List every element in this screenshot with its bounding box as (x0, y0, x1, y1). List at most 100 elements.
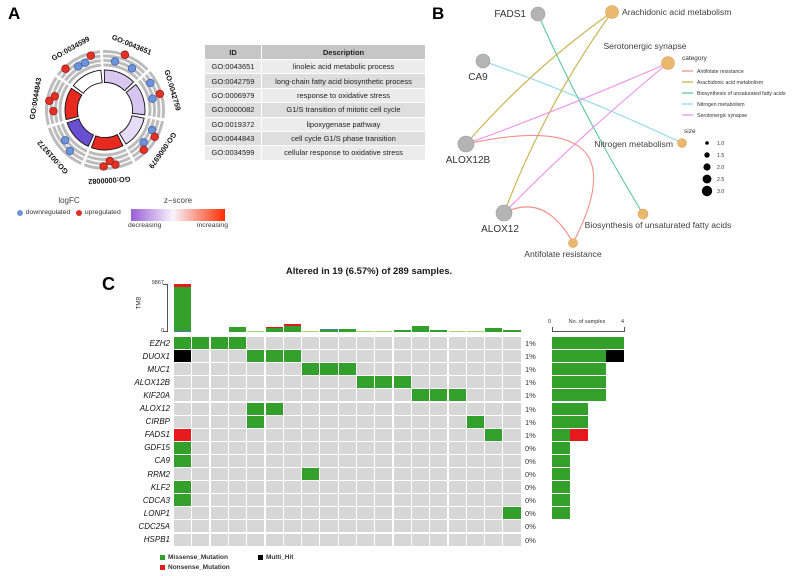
oncoprint-cell (320, 337, 338, 349)
gene-logfc-dot-red (49, 106, 58, 116)
oncoprint-cell (283, 441, 301, 454)
oncoprint-cell (357, 533, 375, 546)
oncoprint-cell (174, 402, 192, 415)
gene-label: CDCA3 (142, 495, 170, 505)
oncoprint-cell (192, 494, 210, 507)
go-table-header: Description (260, 44, 427, 60)
oncoprint-cell (192, 389, 210, 402)
samples-axis-line (552, 331, 625, 332)
oncoprint-cell (375, 441, 393, 454)
oncoprint-cell (174, 337, 192, 349)
gene-node-label: ALOX12B (446, 155, 491, 166)
tmb-bar-segment (283, 325, 301, 332)
logfc-legend: logFC downregulated upregulated (10, 196, 128, 216)
tmb-bar-segment (174, 287, 192, 332)
oncoprint-cell (192, 507, 210, 520)
oncoprint-cell (265, 494, 283, 507)
oncoprint-cell (503, 415, 521, 428)
gene-logfc-dot-red (86, 51, 96, 60)
oncoprint-cell (375, 402, 393, 415)
oncoprint-cell (228, 389, 247, 402)
oncoprint-cell (357, 350, 375, 363)
oncoprint-cell (338, 428, 356, 441)
oncoprint-cell (302, 507, 320, 520)
tmb-bar-segment (320, 329, 338, 332)
oncoprint-cell (320, 441, 338, 454)
oncoprint-cell (283, 481, 301, 494)
oncoprint-cell (338, 481, 356, 494)
oncoprint-cell (430, 507, 448, 520)
gene-label: RRM2 (147, 469, 170, 479)
oncoprint-cell (228, 376, 247, 389)
oncoprint-cell (357, 428, 375, 441)
mutation-legend-label: Multi_Hit (266, 554, 294, 561)
oncoprint-cell (485, 468, 503, 480)
gene-logfc-dot-red (120, 50, 130, 59)
oncoprint-cell (357, 481, 375, 494)
oncoprint-cell (265, 415, 283, 428)
oncoprint-cell (228, 350, 247, 363)
gene-node-label: FADS1 (494, 9, 526, 20)
oncoprint-cell (210, 454, 228, 467)
oncoprint-cell (357, 402, 375, 415)
oncoprint-cell (174, 468, 192, 480)
oncoprint-cell (357, 363, 375, 376)
samples-axis-tick-0: 0 (548, 319, 552, 325)
oncoprint-cell (448, 481, 466, 494)
oncoprint-cell (174, 363, 192, 376)
oncoprint-cell (466, 363, 484, 376)
network-edge (537, 13, 644, 215)
gene-logfc-dot-blue (139, 138, 148, 147)
oncoprint-cell (430, 494, 448, 507)
oncoprint-cell (338, 507, 356, 520)
oncoprint-cell (393, 376, 411, 389)
oncoprint-cell (411, 481, 430, 494)
gene-logfc-dot-red (99, 162, 108, 171)
oncoprint-cell (485, 494, 503, 507)
oncoprint-cell (338, 441, 356, 454)
gene-node (457, 135, 475, 153)
oncoprint-cell (503, 481, 521, 494)
oncoprint-cell (338, 454, 356, 467)
tmb-bar-segment (302, 331, 320, 332)
size-legend-label: 2.5 (717, 177, 724, 183)
tmb-bar-segment (503, 330, 521, 332)
gene-percent-label: 1% (525, 404, 536, 414)
sample-count-bar-segment (552, 337, 624, 349)
go-table-row: GO:0034599 cellular response to oxidative… (204, 145, 427, 161)
go-track-arc (131, 119, 160, 158)
sample-count-bar-segment (606, 350, 624, 363)
oncoprint-cell (338, 337, 356, 349)
go-table-cell: lipoxygenase pathway (260, 116, 427, 132)
gene-logfc-dot-blue (65, 146, 75, 156)
go-track-arc (52, 126, 84, 161)
oncoprint-cell (448, 428, 466, 441)
gene-label: KIF20A (143, 390, 170, 400)
network-edge (465, 11, 613, 145)
oncoprint-cell (393, 481, 411, 494)
oncoprint-cell (466, 520, 484, 533)
oncoprint-cell (503, 533, 521, 546)
category-node (605, 5, 619, 19)
oncoprint-cell (247, 468, 265, 480)
go-zscore-segment (118, 115, 145, 145)
go-table-cell: GO:0000082 (204, 102, 262, 118)
oncoprint-cell (247, 350, 265, 363)
category-node-label: Serotonergic synapse (603, 41, 686, 51)
oncoprint-cell (210, 468, 228, 480)
mutation-legend-swatch (160, 555, 165, 560)
oncoprint-cell (411, 520, 430, 533)
sample-count-bar-segment (552, 454, 570, 467)
gene-percent-label: 1% (525, 378, 536, 388)
oncoprint-cell (430, 454, 448, 467)
zscore-increasing-label: increasing (197, 222, 228, 229)
oncoprint-cell (247, 428, 265, 441)
oncoprint-cell (174, 428, 192, 441)
oncoprint-cell (228, 415, 247, 428)
oncoprint-cell (503, 363, 521, 376)
oncoprint-cell (192, 402, 210, 415)
gene-percent-label: 1% (525, 417, 536, 427)
oncoprint-cell (265, 520, 283, 533)
oncoprint-cell (283, 468, 301, 480)
go-term-table-grid: ID Description GO:0043651 linoleic acid met… (204, 44, 427, 161)
